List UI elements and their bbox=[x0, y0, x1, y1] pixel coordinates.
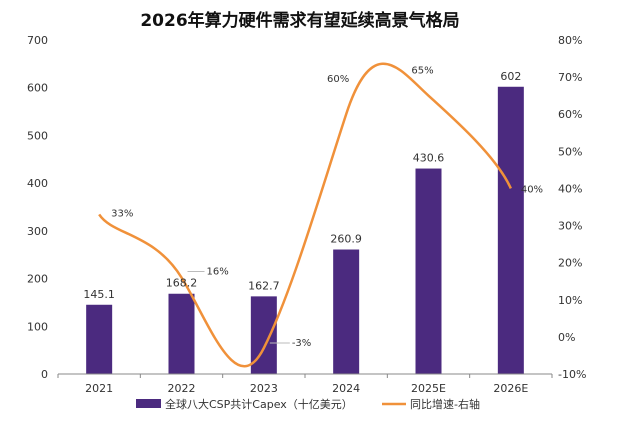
growth-line bbox=[98, 62, 512, 368]
x-tick-label: 2022 bbox=[168, 382, 196, 395]
left-tick-label: 0 bbox=[41, 368, 48, 381]
growth-value-label: 60% bbox=[327, 74, 349, 85]
left-tick-label: 400 bbox=[27, 177, 48, 190]
left-axis: 0 100 200 300 400 500 600 700 bbox=[27, 34, 48, 381]
legend: 全球八大CSP共计Capex（十亿美元） 同比增速-右轴 bbox=[136, 397, 480, 411]
right-axis: -10% 0% 10% 20% 30% 40% 50% 60% 70% 80% bbox=[558, 34, 586, 381]
x-tick-label: 2023 bbox=[250, 382, 278, 395]
bars bbox=[86, 86, 524, 374]
right-tick-label: 70% bbox=[558, 71, 582, 84]
left-tick-label: 700 bbox=[27, 34, 48, 47]
left-tick-label: 100 bbox=[27, 320, 48, 333]
capex-bar bbox=[168, 293, 195, 374]
left-tick-label: 300 bbox=[27, 225, 48, 238]
bar-value-label: 260.9 bbox=[330, 233, 362, 246]
right-tick-label: -10% bbox=[558, 368, 586, 381]
capex-bar bbox=[497, 86, 524, 374]
capex-bar bbox=[333, 249, 360, 374]
legend-line-label: 同比增速-右轴 bbox=[410, 397, 480, 411]
growth-value-label: 65% bbox=[411, 66, 433, 77]
growth-value-label: -3% bbox=[292, 338, 311, 349]
growth-value-label: 40% bbox=[521, 184, 543, 195]
x-tick-label: 2021 bbox=[85, 382, 113, 395]
right-tick-label: 10% bbox=[558, 294, 582, 307]
right-tick-label: 60% bbox=[558, 108, 582, 121]
capex-bar bbox=[86, 304, 113, 374]
bar-value-label: 145.1 bbox=[83, 288, 115, 301]
legend-bar-swatch bbox=[136, 399, 161, 408]
bar-value-label: 162.7 bbox=[248, 279, 280, 292]
x-axis-ticks: 2021 2022 2023 2024 2025E 2026E bbox=[57, 374, 553, 395]
chart-title: 2026年算力硬件需求有望延续高景气格局 bbox=[140, 10, 459, 31]
left-tick-label: 200 bbox=[27, 273, 48, 286]
right-tick-label: 50% bbox=[558, 145, 582, 158]
left-tick-label: 600 bbox=[27, 82, 48, 95]
bar-value-label: 430.6 bbox=[413, 152, 445, 165]
capex-bar bbox=[415, 168, 442, 374]
right-tick-label: 40% bbox=[558, 182, 582, 195]
right-tick-label: 30% bbox=[558, 220, 582, 233]
bar-value-label: 168.2 bbox=[166, 277, 198, 290]
right-tick-label: 20% bbox=[558, 257, 582, 270]
legend-bar-label: 全球八大CSP共计Capex（十亿美元） bbox=[165, 397, 353, 411]
growth-value-label: 33% bbox=[111, 208, 133, 219]
x-tick-label: 2024 bbox=[332, 382, 360, 395]
x-tick-label: 2026E bbox=[493, 382, 528, 395]
bar-value-label: 602 bbox=[500, 70, 521, 83]
right-tick-label: 80% bbox=[558, 34, 582, 47]
growth-value-label: 16% bbox=[207, 267, 229, 278]
left-tick-label: 500 bbox=[27, 129, 48, 142]
data-labels: 145.1 168.2 162.7 260.9 430.6 602 33% 16% -3% 60%… bbox=[83, 66, 543, 349]
x-tick-label: 2025E bbox=[411, 382, 446, 395]
right-tick-label: 0% bbox=[558, 331, 575, 344]
